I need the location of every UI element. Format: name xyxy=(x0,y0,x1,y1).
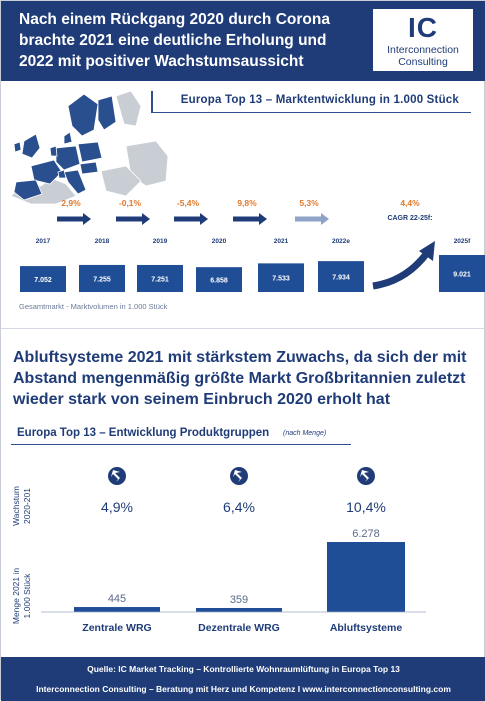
growth-rate-label: 2,9% xyxy=(61,198,81,208)
cagr-label: CAGR 22-25f: xyxy=(387,215,432,222)
market-subheading: Europa Top 13 – Marktentwicklung in 1.00… xyxy=(151,91,471,113)
market-volume-caption: Gesamtmarkt - Marktvolumen in 1.000 Stüc… xyxy=(19,302,168,311)
cagr-value: 4,4% xyxy=(400,198,420,208)
year-label: 2017 xyxy=(36,238,51,245)
section-divider xyxy=(1,328,485,329)
market-bar-value: 7.251 xyxy=(151,276,169,283)
growth-arrow-shaft xyxy=(233,216,260,222)
map-poland xyxy=(77,141,103,163)
footer-banner: Quelle: IC Market Tracking – Kontrollier… xyxy=(1,657,485,701)
growth-arrow-head xyxy=(321,213,329,225)
growth-up-arrow-glyph xyxy=(111,470,120,482)
growth-up-arrow-glyph xyxy=(360,470,369,482)
map-italy xyxy=(63,169,87,195)
map-germany xyxy=(55,145,81,171)
market-bar-value: 7.052 xyxy=(34,277,52,284)
market-bar xyxy=(258,263,304,292)
growth-arrow-shaft xyxy=(57,216,84,222)
growth-rate-label: 5,3% xyxy=(299,198,319,208)
product-volume-bar xyxy=(196,607,282,612)
map-austria-czech xyxy=(79,161,99,175)
growth-arrow-head xyxy=(200,213,208,225)
market-bar-value: 6.858 xyxy=(210,278,228,285)
header-banner: Nach einem Rückgang 2020 durch Corona br… xyxy=(1,1,485,81)
map-ireland xyxy=(13,141,22,153)
growth-value: 4,9% xyxy=(101,499,133,515)
cagr-curve-arrow xyxy=(372,250,430,290)
market-subheading-text: Europa Top 13 – Marktentwicklung in 1.00… xyxy=(180,94,459,106)
product-groups-subheading: Europa Top 13 – Entwicklung Produktgrupp… xyxy=(11,423,351,445)
product-category-label: Abluftsysteme xyxy=(330,622,403,634)
product-volume-value: 6.278 xyxy=(352,528,380,540)
logo-text-line2: Consulting xyxy=(398,56,448,68)
market-bar xyxy=(196,267,242,292)
product-groups-chart: 4,9% 445 Zentrale WRG 6,4% 359 Dezentrale WRG… xyxy=(41,467,426,634)
growth-up-arrow-glyph xyxy=(233,470,242,482)
growth-rate-label: -5,4% xyxy=(177,198,200,208)
market-bar-value: 7.255 xyxy=(93,276,111,283)
market-bar xyxy=(137,264,183,292)
page-title: Nach einem Rückgang 2020 durch Corona br… xyxy=(19,11,330,70)
product-volume-value: 359 xyxy=(230,594,248,606)
product-volume-bar xyxy=(74,607,160,612)
market-bar-value: 9.021 xyxy=(453,272,471,279)
product-category-label: Dezentrale WRG xyxy=(198,622,280,634)
map-denmark xyxy=(63,131,73,145)
year-label: 2022e xyxy=(332,238,350,245)
map-benelux xyxy=(49,145,58,157)
year-label: 2021 xyxy=(274,238,289,245)
product-volume-value: 445 xyxy=(108,593,126,605)
logo-mark: IC xyxy=(408,12,438,43)
growth-arrow-head xyxy=(259,213,267,225)
map-scandinavia xyxy=(67,93,99,137)
market-bar xyxy=(20,266,66,292)
year-label: 2018 xyxy=(95,238,110,245)
growth-value: 10,4% xyxy=(346,499,386,515)
market-bar xyxy=(79,264,125,292)
map-finland xyxy=(97,95,117,131)
map-france xyxy=(30,159,63,185)
market-development-chart: 2017 7.052 2018 7.255 2019 7.251 2020 6.858 2021… xyxy=(20,198,485,292)
map-switzerland xyxy=(57,169,67,179)
growth-arrow-shaft xyxy=(295,216,322,222)
product-volume-bar xyxy=(327,542,405,612)
growth-arrow-head xyxy=(83,213,91,225)
product-category-label: Zentrale WRG xyxy=(82,622,151,634)
footer-company: Interconnection Consulting – Beratung mi… xyxy=(36,684,451,694)
market-bar-value: 7.934 xyxy=(332,275,350,282)
logo-text-line1: Interconnection xyxy=(387,44,459,56)
growth-rate-label: 9,8% xyxy=(237,198,257,208)
market-bar xyxy=(318,261,364,292)
market-bar xyxy=(439,255,485,292)
product-groups-subheading-note: (nach Menge) xyxy=(283,430,327,437)
year-label: 2019 xyxy=(153,238,168,245)
growth-arrow-shaft xyxy=(174,216,201,222)
year-label: 2025f xyxy=(454,238,471,245)
growth-rate-label: -0,1% xyxy=(119,198,142,208)
growth-arrow-shaft xyxy=(116,216,143,222)
product-groups-subheading-text: Europa Top 13 – Entwicklung Produktgrupp… xyxy=(17,427,270,439)
growth-arrow-head xyxy=(142,213,150,225)
growth-value: 6,4% xyxy=(223,499,255,515)
cagr-curve-arrow-head xyxy=(419,241,435,261)
footer-source: Quelle: IC Market Tracking – Kontrollier… xyxy=(87,664,400,674)
company-logo: IC Interconnection Consulting xyxy=(373,9,473,71)
product-groups-headline: Abluftsysteme 2021 mit stärkstem Zuwachs… xyxy=(13,349,467,408)
year-label: 2020 xyxy=(212,238,227,245)
market-bar-value: 7.533 xyxy=(272,276,290,283)
map-uk xyxy=(21,133,41,159)
europe-map xyxy=(10,90,169,205)
map-spain xyxy=(13,179,43,201)
